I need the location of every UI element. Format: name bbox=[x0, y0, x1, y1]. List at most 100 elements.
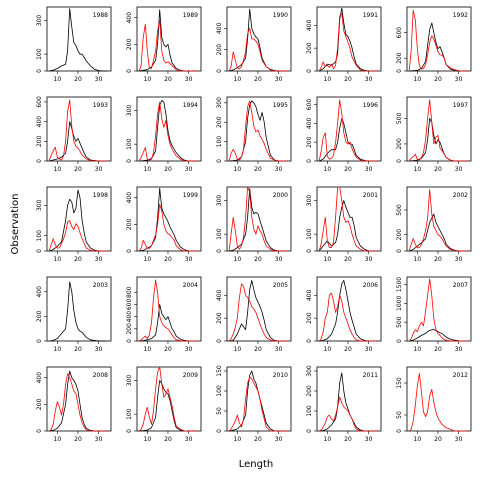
y-tick-label: 500 bbox=[396, 112, 403, 124]
x-tick-label: 10 bbox=[234, 256, 242, 263]
x-tick-label: 10 bbox=[324, 166, 332, 173]
y-tick-label: 100 bbox=[216, 385, 223, 397]
panel-1989: 10 20 30 0 200 400 1989 bbox=[126, 6, 202, 83]
y-tick-label: 200 bbox=[396, 138, 403, 150]
x-tick-label: 10 bbox=[234, 346, 242, 353]
observed-line bbox=[49, 370, 107, 432]
y-tick-label: 0 bbox=[36, 159, 43, 163]
panel-frame bbox=[136, 186, 202, 252]
y-tick-label: 200 bbox=[36, 398, 43, 410]
y-tick-label: 100 bbox=[36, 230, 43, 242]
year-label: 2005 bbox=[273, 282, 288, 289]
x-tick-label: 20 bbox=[74, 256, 82, 263]
panel-frame bbox=[406, 186, 472, 252]
panel-1999: 10 20 30 0 200 400 1999 bbox=[126, 186, 202, 263]
model-line bbox=[408, 372, 467, 432]
panel-frame bbox=[316, 276, 382, 342]
x-tick-label: 10 bbox=[54, 76, 62, 83]
y-tick-label: 200 bbox=[306, 385, 313, 397]
y-tick-label: 200 bbox=[306, 42, 313, 54]
y-axis-title: Observation bbox=[10, 194, 21, 255]
y-tick-label: 100 bbox=[126, 408, 133, 420]
x-tick-label: 30 bbox=[455, 256, 463, 263]
year-label: 1991 bbox=[363, 12, 378, 19]
y-tick-label: 200 bbox=[216, 312, 223, 324]
panel-frame bbox=[316, 186, 382, 252]
year-label: 1990 bbox=[273, 12, 288, 19]
y-tick-label: 300 bbox=[306, 195, 313, 207]
y-tick-label: 0 bbox=[306, 249, 313, 253]
year-label: 1995 bbox=[273, 102, 288, 109]
model-line bbox=[408, 189, 467, 252]
x-tick-label: 20 bbox=[164, 346, 172, 353]
x-tick-label: 20 bbox=[344, 436, 352, 443]
y-tick-label: 100 bbox=[306, 228, 313, 240]
x-tick-label: 20 bbox=[434, 436, 442, 443]
y-tick-label: 600 bbox=[126, 299, 133, 311]
x-tick-label: 10 bbox=[54, 436, 62, 443]
y-tick-label: 400 bbox=[36, 116, 43, 128]
y-tick-label: 100 bbox=[36, 48, 43, 60]
y-tick-label: 200 bbox=[126, 218, 133, 230]
y-tick-label: 0 bbox=[36, 429, 43, 433]
year-label: 2008 bbox=[93, 372, 108, 379]
y-tick-label: 300 bbox=[306, 365, 313, 377]
y-tick-label: 300 bbox=[126, 375, 133, 387]
year-label: 1993 bbox=[93, 102, 108, 109]
y-tick-label: 200 bbox=[396, 229, 403, 241]
y-tick-label: 400 bbox=[306, 117, 313, 129]
year-label: 1994 bbox=[183, 102, 198, 109]
panel-frame bbox=[46, 186, 112, 252]
x-tick-label: 10 bbox=[414, 256, 422, 263]
y-tick-label: 200 bbox=[216, 116, 223, 128]
x-tick-label: 20 bbox=[344, 256, 352, 263]
x-tick-label: 30 bbox=[185, 166, 193, 173]
x-tick-label: 10 bbox=[54, 256, 62, 263]
panel-frame bbox=[136, 6, 202, 72]
panel-2012: 10 20 30 0 50 150 2012 bbox=[396, 366, 472, 443]
y-tick-label: 400 bbox=[126, 12, 133, 24]
model-line bbox=[408, 99, 467, 162]
panel-1996: 10 20 30 0 200 400 600 1996 bbox=[306, 96, 382, 173]
x-tick-label: 20 bbox=[74, 166, 82, 173]
model-line bbox=[228, 100, 287, 162]
model-line bbox=[138, 101, 197, 162]
model-line bbox=[318, 186, 377, 252]
y-tick-label: 0 bbox=[126, 249, 133, 253]
panel-frame bbox=[316, 96, 382, 162]
panel-frame bbox=[226, 6, 292, 72]
panel-frame bbox=[226, 96, 292, 162]
panel-2007: 10 20 30 0 500 1000 1500 2007 bbox=[396, 276, 472, 353]
x-tick-label: 30 bbox=[95, 76, 103, 83]
y-tick-label: 0 bbox=[306, 339, 313, 343]
y-tick-label: 800 bbox=[126, 286, 133, 298]
y-tick-label: 200 bbox=[306, 312, 313, 324]
panel-2005: 10 20 30 0 200 400 2005 bbox=[216, 276, 292, 353]
observed-line bbox=[49, 121, 107, 162]
model-line bbox=[48, 373, 107, 432]
y-tick-label: 200 bbox=[306, 136, 313, 148]
year-label: 2001 bbox=[363, 192, 378, 199]
x-tick-label: 30 bbox=[185, 256, 193, 263]
panel-frame bbox=[136, 366, 202, 432]
y-tick-label: 1000 bbox=[396, 296, 403, 311]
y-tick-label: 300 bbox=[126, 105, 133, 117]
model-line bbox=[318, 292, 377, 342]
y-tick-label: 50 bbox=[216, 407, 223, 415]
model-line bbox=[138, 203, 197, 252]
observed-line bbox=[318, 118, 377, 162]
x-tick-label: 30 bbox=[185, 346, 193, 353]
x-tick-label: 10 bbox=[324, 436, 332, 443]
panel-frame bbox=[316, 366, 382, 432]
y-tick-label: 0 bbox=[126, 69, 133, 73]
x-tick-label: 10 bbox=[414, 346, 422, 353]
panel-1993: 10 20 30 0 200 400 600 1993 bbox=[36, 96, 112, 173]
y-tick-label: 0 bbox=[216, 339, 223, 343]
y-tick-label: 300 bbox=[216, 195, 223, 207]
panel-2006: 10 20 30 0 200 400 2006 bbox=[306, 276, 382, 353]
